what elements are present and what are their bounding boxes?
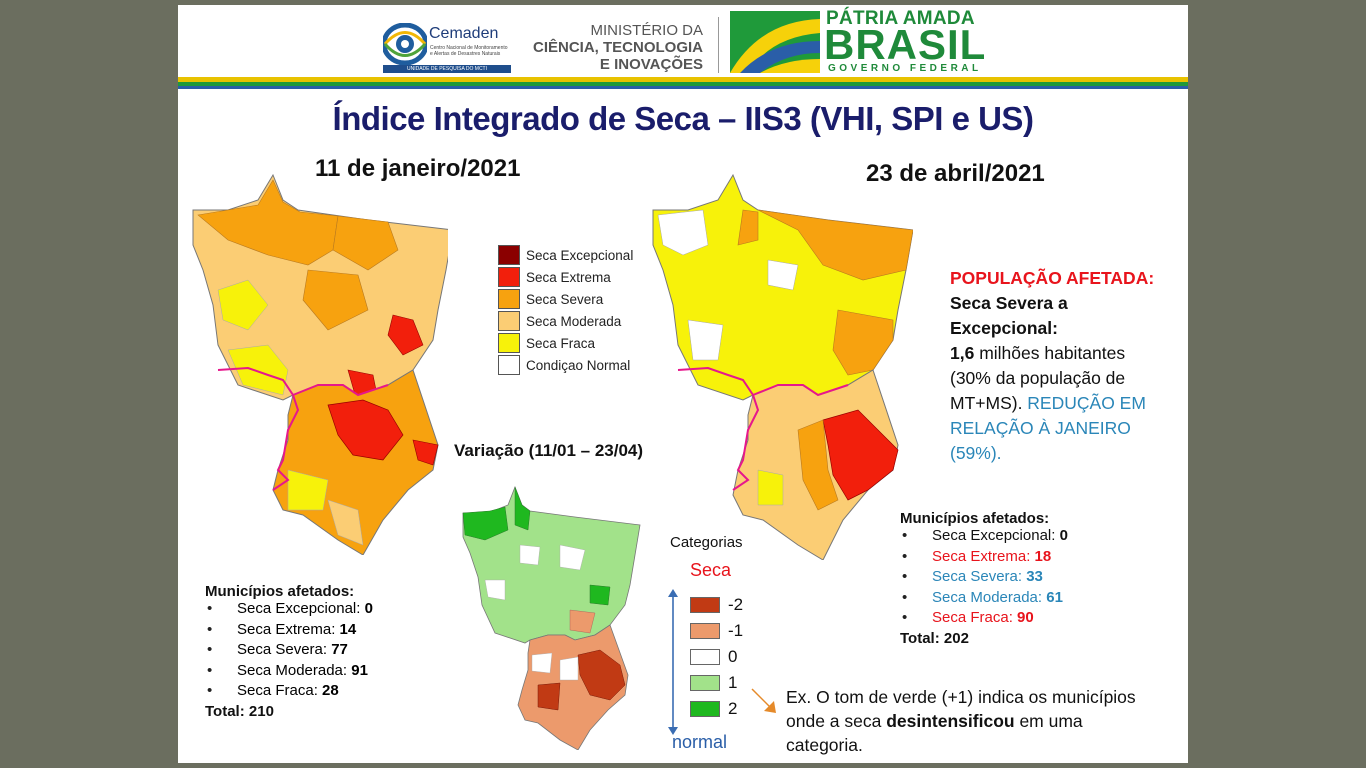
normal-label: normal: [672, 732, 728, 752]
stripe-green: [178, 82, 1188, 86]
cemaden-eye-icon: [383, 23, 427, 65]
stats-left: Municípios afetados: Seca Excepcional: 0…: [205, 583, 425, 720]
legend-swatch: [498, 289, 520, 309]
legend-swatch: [498, 311, 520, 331]
legend-item-fraca: Seca Fraca: [498, 332, 633, 354]
cemaden-subtitle: Centro Nacional de Monitoramento e Alert…: [430, 45, 508, 57]
cemaden-logo: Cemaden Centro Nacional de Monitoramento…: [383, 21, 513, 73]
stat-item: Seca Excepcional: 0: [900, 527, 1130, 548]
variation-legend: -2 -1 0 1 2: [690, 592, 743, 722]
stat-item: Seca Severa: 33: [900, 568, 1130, 589]
stat-item: Seca Fraca: 90: [900, 609, 1130, 630]
population-affected: POPULAÇÃO AFETADA: Seca Severa a Excepci…: [950, 266, 1185, 466]
stats-right-total: Total: 202: [900, 629, 969, 647]
legend-item-severa: Seca Severa: [498, 288, 633, 310]
variation-title: Variação (11/01 – 23/04): [454, 441, 644, 460]
brasil-line1: PÁTRIA AMADA: [826, 8, 975, 29]
left-drought-map: [192, 173, 448, 555]
stat-item: Seca Fraca: 28: [205, 682, 425, 703]
legend-item-moderada: Seca Moderada: [498, 310, 633, 332]
pointer-arrow-icon: [751, 688, 776, 713]
seca-label: Seca: [690, 560, 732, 580]
legend-item-normal: Condiçao Normal: [498, 354, 633, 376]
flag-icon: [730, 19, 820, 73]
stats-right: Municípios afetados: Seca Excepcional: 0…: [900, 510, 1130, 647]
variation-note: Ex. O tom de verde (+1) indica os municí…: [786, 687, 1136, 755]
stripe-blue: [178, 86, 1188, 89]
population-heading: POPULAÇÃO AFETADA:: [950, 268, 1155, 288]
header: Cemaden Centro Nacional de Monitoramento…: [178, 5, 1188, 83]
stripe-yellow: [178, 77, 1188, 82]
variation-item: 0: [690, 644, 743, 670]
header-divider: [718, 17, 719, 73]
variation-swatch: [690, 623, 720, 639]
stat-item: Seca Excepcional: 0: [205, 600, 425, 621]
ministerio-logo: MINISTÉRIO DA CIÊNCIA, TECNOLOGIA E INOV…: [532, 22, 703, 73]
categories-label: Categorias: [670, 534, 743, 551]
variation-item: 2: [690, 696, 743, 722]
page-title: Índice Integrado de Seca – IIS3 (VHI, SP…: [332, 100, 1034, 137]
variation-item: -1: [690, 618, 743, 644]
variation-swatch: [690, 701, 720, 717]
variation-swatch: [690, 649, 720, 665]
stat-item: Seca Moderada: 91: [205, 662, 425, 683]
legend-item-extrema: Seca Extrema: [498, 266, 633, 288]
right-map-date: 23 de abril/2021: [866, 160, 1045, 187]
brasil-line3: GOVERNO FEDERAL: [828, 63, 982, 74]
cemaden-name: Cemaden: [429, 25, 499, 42]
slide: Cemaden Centro Nacional de Monitoramento…: [178, 5, 1188, 763]
right-drought-map: [652, 173, 913, 560]
stat-item: Seca Extrema: 14: [205, 621, 425, 642]
drought-legend: Seca Excepcional Seca Extrema Seca Sever…: [498, 244, 633, 376]
scale-arrow-icon: [668, 589, 678, 735]
left-map-date: 11 de janeiro/2021: [315, 155, 521, 182]
variation-swatch: [690, 597, 720, 613]
cemaden-tagline: UNIDADE DE PESQUISA DO MCTI: [383, 65, 511, 73]
stats-left-total: Total: 210: [205, 702, 274, 720]
legend-swatch: [498, 245, 520, 265]
brasil-line2: BRASIL: [824, 21, 987, 68]
legend-swatch: [498, 333, 520, 353]
variation-swatch: [690, 675, 720, 691]
variation-item: 1: [690, 670, 743, 696]
legend-swatch: [498, 267, 520, 287]
stat-item: Seca Extrema: 18: [900, 548, 1130, 569]
variation-map: [462, 485, 641, 750]
stat-item: Seca Severa: 77: [205, 641, 425, 662]
brasil-flag-emblem: [730, 11, 820, 73]
variation-item: -2: [690, 592, 743, 618]
stat-item: Seca Moderada: 61: [900, 589, 1130, 610]
legend-item-excepcional: Seca Excepcional: [498, 244, 633, 266]
legend-swatch: [498, 355, 520, 375]
